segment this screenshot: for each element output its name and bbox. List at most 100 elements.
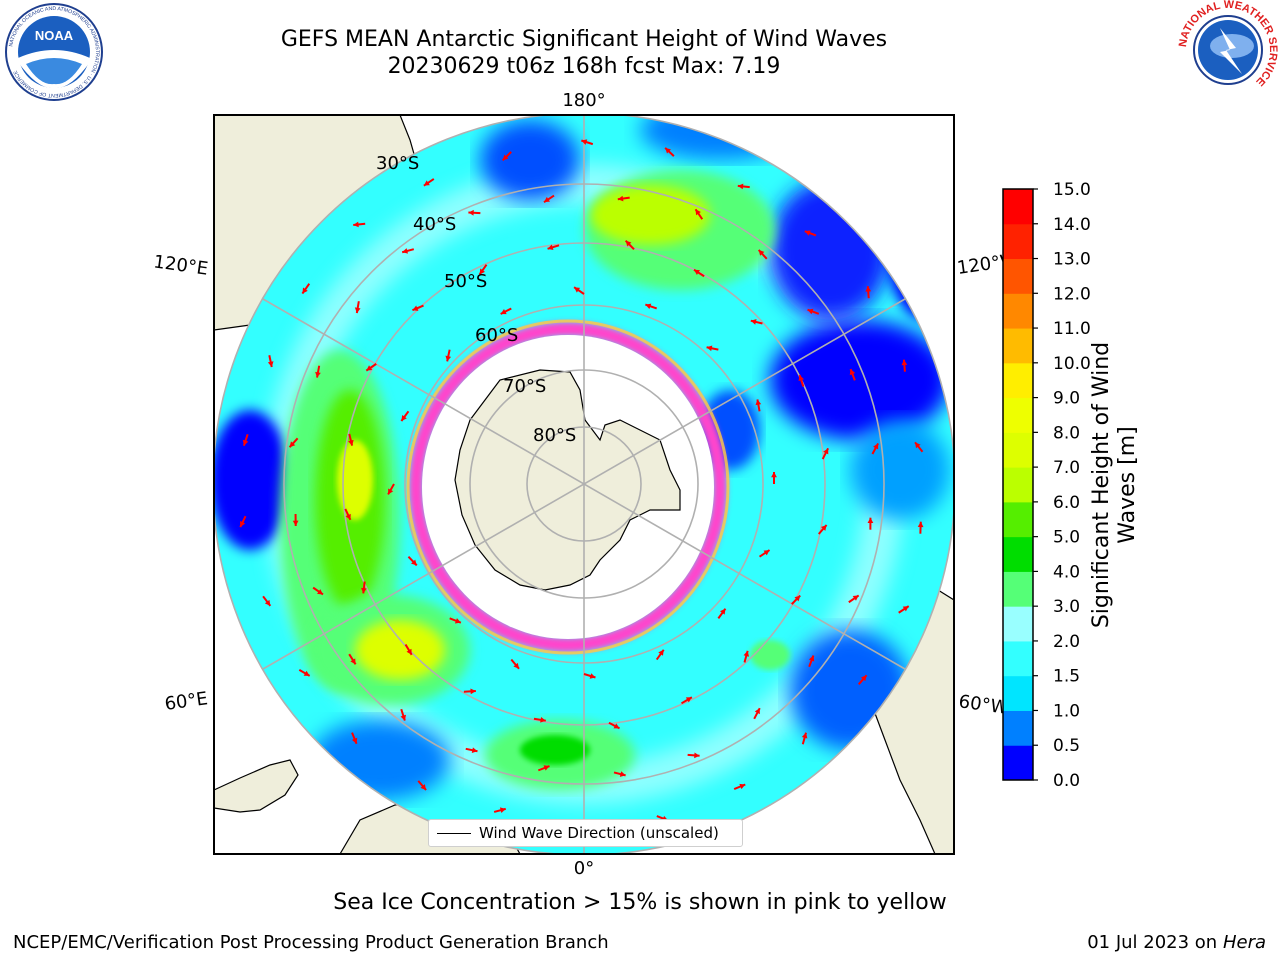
colorbar-tick-label: 1.5 [1053,667,1080,687]
wave-direction-arrowhead [479,268,485,275]
wave-direction-arrowhead [694,269,700,276]
wave-direction-arrowhead [750,319,757,325]
colorbar-tick-label: 12.0 [1053,284,1091,304]
wave-direction-arrowhead [808,655,815,662]
wave-direction-arrowhead [794,595,801,602]
wave-direction-arrowhead [402,248,409,254]
wave-direction-arrowhead [289,441,296,448]
lat-label-40s: 40°S [413,214,456,235]
colorbar-tick-label: 14.0 [1053,215,1091,235]
colorbar-segment [1003,258,1033,294]
wave-direction-arrowhead [499,807,506,813]
wave-direction-arrowhead [411,559,417,566]
colorbar-tick-label: 10.0 [1053,354,1091,374]
wave-direction-arrowhead [763,550,770,556]
colorbar-segment [1003,745,1033,781]
map-title: GEFS MEAN Antarctic Significant Height o… [280,27,888,52]
wave-direction-arrowhead [758,249,765,256]
lon-label-lower-right: 60°W [957,691,1009,719]
colorbar-tick-label: 1.0 [1053,701,1080,721]
colorbar-label-line2: Waves [m] [1115,426,1140,544]
wave-direction-arrowhead [755,399,762,406]
wave-direction-arrowhead [849,369,856,376]
map-subtitle: 20230629 t06z 168h fcst Max: 7.19 [387,54,781,79]
wave-direction-arrowhead [470,688,476,695]
wave-direction-arrowhead [665,147,671,154]
colorbar-segment [1003,293,1033,329]
wave-direction-arrowhead [619,771,626,777]
colorbar-segment [1003,675,1033,711]
colorbar-tick-label: 3.0 [1053,597,1080,617]
lon-label-top: 180° [562,90,605,111]
colorbar-tick-label: 0.5 [1053,736,1080,756]
wave-direction-arrowhead [366,365,373,371]
wave-direction-arrowhead [771,472,777,478]
noaa-logo-text: NOAA [35,28,74,43]
wave-direction-arrowhead [739,783,746,790]
colorbar-segment [1003,571,1033,607]
colorbar-tick-label: 6.0 [1053,493,1080,513]
wave-direction-arrowhead [581,139,588,145]
wave-direction-arrowhead [695,209,701,216]
colorbar-segment [1003,223,1033,260]
antarctica-coastline [454,369,681,591]
wave-direction-arrowhead [865,286,872,292]
africa-landmass [214,759,299,813]
colorbar-segment [1003,432,1033,468]
wind-wave-arrows [239,139,924,826]
colorbar-tick-label: 11.0 [1053,319,1091,339]
wave-direction-arrowhead [574,287,581,293]
wave-direction-arrowhead [685,697,692,703]
wave-direction-arrowhead [400,714,407,721]
wave-direction-arrowhead [303,670,310,676]
wave-direction-arrowhead [445,355,452,362]
wave-direction-arrowhead [471,747,478,753]
wave-direction-arrowhead [500,309,507,315]
colorbar-tick-label: 5.0 [1053,528,1080,548]
wave-direction-arrowhead [915,442,921,449]
wave-direction-arrowhead [589,673,596,679]
wave-direction-arrowhead [401,415,407,421]
lat-label-30s: 30°S [376,153,419,174]
wave-direction-arrowhead [547,244,554,251]
wave-direction-arrowhead [388,488,394,495]
colorbar-tick-label: 8.0 [1053,423,1080,443]
map-legend: Wind Wave Direction (unscaled) [428,819,743,847]
colorbar-tick-label: 7.0 [1053,458,1080,478]
colorbar-segment [1003,189,1033,225]
wave-direction-arrowhead [361,587,367,594]
wave-direction-arrowhead [917,521,924,528]
wave-direction-arrowhead [354,307,361,314]
wave-direction-arrowhead [902,606,909,612]
wave-direction-arrowhead [350,658,356,665]
nws-logo: NATIONAL WEATHER SERVICE [1177,0,1279,100]
colorbar-segment [1003,710,1033,746]
wave-direction-arrowhead [645,303,652,310]
colorbar-frame [1002,188,1034,781]
colorbar-tick-label: 4.0 [1053,562,1080,582]
colorbar-tick-label: 15.0 [1053,180,1091,200]
lat-label-50s: 50°S [444,271,487,292]
colorbar-label-line1: Significant Height of Wind [1089,341,1114,629]
colorbar: 0.0 0.5 1.0 1.5 2.0 3.0 4.0 5.0 6.0 7.0 8.0 9.0 10.0… [1002,180,1091,791]
sea-ice-note: Sea Ice Concentration > 15% is shown in … [333,890,947,915]
legend-line-sample [437,832,471,834]
wave-direction-arrowhead [901,359,908,366]
wave-direction-arrowhead [267,361,274,368]
wave-direction-arrowhead [823,448,829,455]
wave-direction-arrowhead [694,752,700,759]
colorbar-segment [1003,328,1033,364]
wave-direction-arrowhead [406,648,412,655]
wave-direction-arrowhead [513,662,520,669]
wave-direction-arrowhead [867,517,874,523]
lon-label-bottom: 0° [574,858,594,879]
wave-direction-arrowhead [302,287,308,294]
lat-label-70s: 70°S [503,376,546,397]
colorbar-tick-label: 9.0 [1053,389,1080,409]
colorbar-segment [1003,362,1033,399]
wave-direction-arrowhead [706,345,713,352]
wave-direction-arrowhead [820,524,827,531]
wave-direction-arrowhead [543,765,550,771]
wave-direction-arrowhead [317,589,324,595]
